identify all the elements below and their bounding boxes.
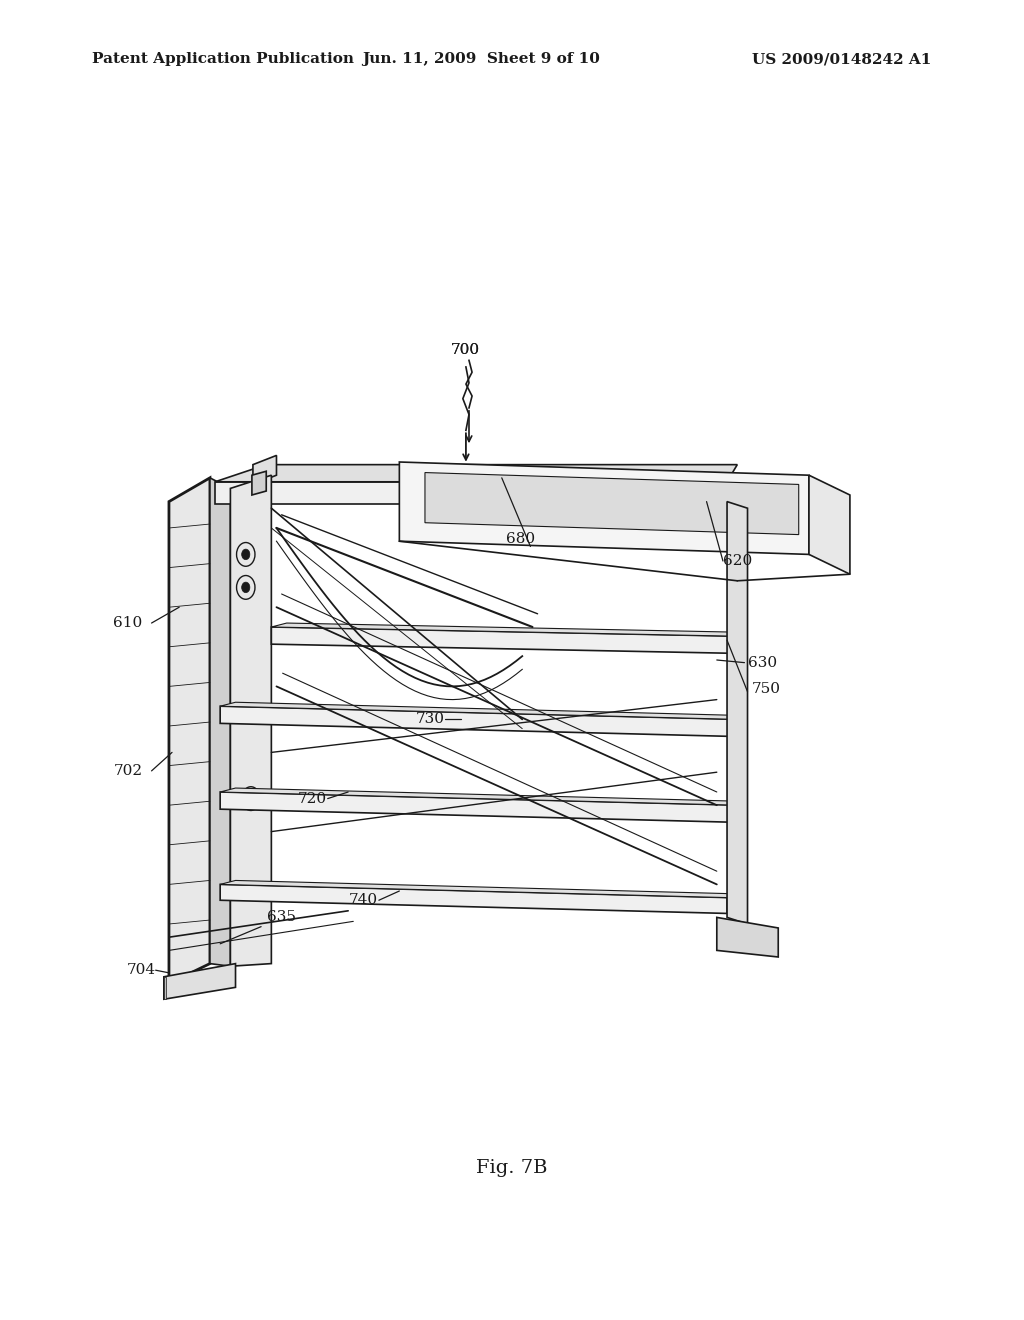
Polygon shape <box>210 478 230 966</box>
Text: 704: 704 <box>127 964 156 977</box>
Text: 680: 680 <box>506 532 535 545</box>
Polygon shape <box>215 482 727 504</box>
Text: 700: 700 <box>451 343 479 356</box>
Circle shape <box>247 793 255 804</box>
Polygon shape <box>220 706 737 737</box>
Text: 635: 635 <box>267 911 296 924</box>
Circle shape <box>242 549 250 560</box>
Text: Fig. 7B: Fig. 7B <box>476 1159 548 1177</box>
Polygon shape <box>253 455 276 484</box>
Text: 702: 702 <box>114 764 142 777</box>
Polygon shape <box>717 917 778 957</box>
Text: 610: 610 <box>114 616 142 630</box>
Polygon shape <box>809 475 850 574</box>
Polygon shape <box>220 880 729 898</box>
Polygon shape <box>425 473 799 535</box>
Polygon shape <box>271 627 737 653</box>
Text: Jun. 11, 2009  Sheet 9 of 10: Jun. 11, 2009 Sheet 9 of 10 <box>362 53 600 66</box>
Polygon shape <box>215 465 737 482</box>
Polygon shape <box>220 702 739 719</box>
Circle shape <box>242 582 250 593</box>
Polygon shape <box>164 977 166 999</box>
Text: 750: 750 <box>752 682 780 696</box>
Polygon shape <box>230 475 271 966</box>
Polygon shape <box>727 502 748 924</box>
Polygon shape <box>271 623 742 636</box>
Polygon shape <box>164 964 236 999</box>
Text: 630: 630 <box>749 656 777 669</box>
Polygon shape <box>220 792 737 822</box>
Polygon shape <box>169 478 210 983</box>
Text: 700: 700 <box>451 343 479 356</box>
Polygon shape <box>399 462 809 554</box>
Polygon shape <box>220 884 727 913</box>
Polygon shape <box>252 471 266 495</box>
Text: 740: 740 <box>349 894 378 907</box>
Text: US 2009/0148242 A1: US 2009/0148242 A1 <box>753 53 932 66</box>
Text: Patent Application Publication: Patent Application Publication <box>92 53 354 66</box>
Text: 720: 720 <box>298 792 327 805</box>
Text: 620: 620 <box>723 554 752 568</box>
Text: 730: 730 <box>416 713 444 726</box>
Polygon shape <box>220 788 739 805</box>
